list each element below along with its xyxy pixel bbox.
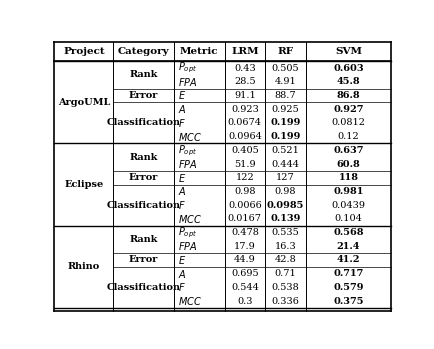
- Text: $E$: $E$: [178, 89, 186, 102]
- Text: 21.4: 21.4: [336, 242, 359, 251]
- Text: 118: 118: [338, 173, 358, 182]
- Text: 0.104: 0.104: [334, 214, 362, 223]
- Text: 0.923: 0.923: [230, 105, 258, 114]
- Text: $F$: $F$: [178, 117, 185, 129]
- Text: 0.139: 0.139: [270, 214, 300, 223]
- Text: 122: 122: [235, 173, 253, 182]
- Text: 0.478: 0.478: [230, 228, 258, 237]
- Text: Project: Project: [63, 47, 105, 56]
- Text: 16.3: 16.3: [274, 242, 296, 251]
- Text: 45.8: 45.8: [336, 77, 359, 86]
- Text: Error: Error: [129, 255, 158, 265]
- Text: RF: RF: [276, 47, 293, 56]
- Text: 91.1: 91.1: [233, 91, 255, 100]
- Text: 0.521: 0.521: [271, 146, 299, 155]
- Text: 0.695: 0.695: [230, 269, 258, 278]
- Text: 0.199: 0.199: [270, 132, 300, 141]
- Text: $P_{opt}$: $P_{opt}$: [178, 61, 197, 75]
- Text: ArgoUML: ArgoUML: [58, 98, 110, 107]
- Text: 41.2: 41.2: [336, 255, 359, 265]
- Text: 0.98: 0.98: [233, 187, 255, 196]
- Text: $A$: $A$: [178, 103, 186, 115]
- Text: Rank: Rank: [129, 153, 158, 162]
- Text: 51.9: 51.9: [233, 159, 255, 169]
- Text: 0.579: 0.579: [332, 283, 363, 292]
- Text: 0.0812: 0.0812: [331, 118, 365, 127]
- Text: $MCC$: $MCC$: [178, 295, 202, 307]
- Text: 60.8: 60.8: [336, 159, 359, 169]
- Text: 0.0674: 0.0674: [227, 118, 261, 127]
- Text: 127: 127: [275, 173, 294, 182]
- Text: 86.8: 86.8: [336, 91, 359, 100]
- Text: 0.0985: 0.0985: [266, 201, 303, 210]
- Text: Rhino: Rhino: [68, 262, 100, 271]
- Text: $A$: $A$: [178, 268, 186, 280]
- Text: 0.3: 0.3: [237, 297, 252, 306]
- Text: 0.981: 0.981: [332, 187, 363, 196]
- Text: 0.199: 0.199: [270, 118, 300, 127]
- Text: 28.5: 28.5: [233, 77, 255, 86]
- Text: Classification: Classification: [106, 201, 180, 210]
- Text: 0.538: 0.538: [271, 283, 299, 292]
- Text: Error: Error: [129, 91, 158, 100]
- Text: 0.0964: 0.0964: [227, 132, 261, 141]
- Text: $E$: $E$: [178, 172, 186, 184]
- Text: 0.717: 0.717: [332, 269, 363, 278]
- Text: 0.544: 0.544: [230, 283, 258, 292]
- Text: 0.12: 0.12: [337, 132, 358, 141]
- Text: $MCC$: $MCC$: [178, 213, 202, 225]
- Text: Classification: Classification: [106, 283, 180, 292]
- Text: Eclipse: Eclipse: [64, 180, 103, 189]
- Text: $F$: $F$: [178, 199, 185, 211]
- Text: 0.405: 0.405: [230, 146, 258, 155]
- Text: 4.91: 4.91: [274, 77, 296, 86]
- Text: 0.336: 0.336: [271, 297, 299, 306]
- Text: $E$: $E$: [178, 254, 186, 266]
- Text: 0.0439: 0.0439: [331, 201, 365, 210]
- Text: 0.568: 0.568: [332, 228, 363, 237]
- Text: Category: Category: [118, 47, 169, 56]
- Text: $A$: $A$: [178, 185, 186, 198]
- Text: 42.8: 42.8: [274, 255, 296, 265]
- Text: Rank: Rank: [129, 70, 158, 80]
- Text: 0.0066: 0.0066: [227, 201, 261, 210]
- Text: 0.71: 0.71: [274, 269, 296, 278]
- Text: 0.98: 0.98: [274, 187, 296, 196]
- Text: $FPA$: $FPA$: [178, 76, 197, 88]
- Text: Metric: Metric: [180, 47, 218, 56]
- Text: Classification: Classification: [106, 118, 180, 127]
- Text: 17.9: 17.9: [233, 242, 255, 251]
- Text: $FPA$: $FPA$: [178, 240, 197, 252]
- Text: 0.444: 0.444: [271, 159, 299, 169]
- Text: $P_{opt}$: $P_{opt}$: [178, 225, 197, 240]
- Text: LRM: LRM: [230, 47, 258, 56]
- Text: 44.9: 44.9: [233, 255, 255, 265]
- Text: $F$: $F$: [178, 281, 185, 294]
- Text: Rank: Rank: [129, 235, 158, 244]
- Text: 88.7: 88.7: [274, 91, 296, 100]
- Text: Error: Error: [129, 173, 158, 182]
- Text: 0.535: 0.535: [271, 228, 299, 237]
- Text: 0.505: 0.505: [271, 64, 299, 73]
- Text: 0.375: 0.375: [332, 297, 363, 306]
- Text: 0.603: 0.603: [332, 64, 363, 73]
- Text: 0.925: 0.925: [271, 105, 299, 114]
- Text: $MCC$: $MCC$: [178, 131, 202, 143]
- Text: $P_{opt}$: $P_{opt}$: [178, 143, 197, 157]
- Text: 0.637: 0.637: [332, 146, 363, 155]
- Text: 0.43: 0.43: [233, 64, 255, 73]
- Text: $FPA$: $FPA$: [178, 158, 197, 170]
- Text: 0.927: 0.927: [332, 105, 363, 114]
- Text: SVM: SVM: [334, 47, 361, 56]
- Text: 0.0167: 0.0167: [227, 214, 261, 223]
